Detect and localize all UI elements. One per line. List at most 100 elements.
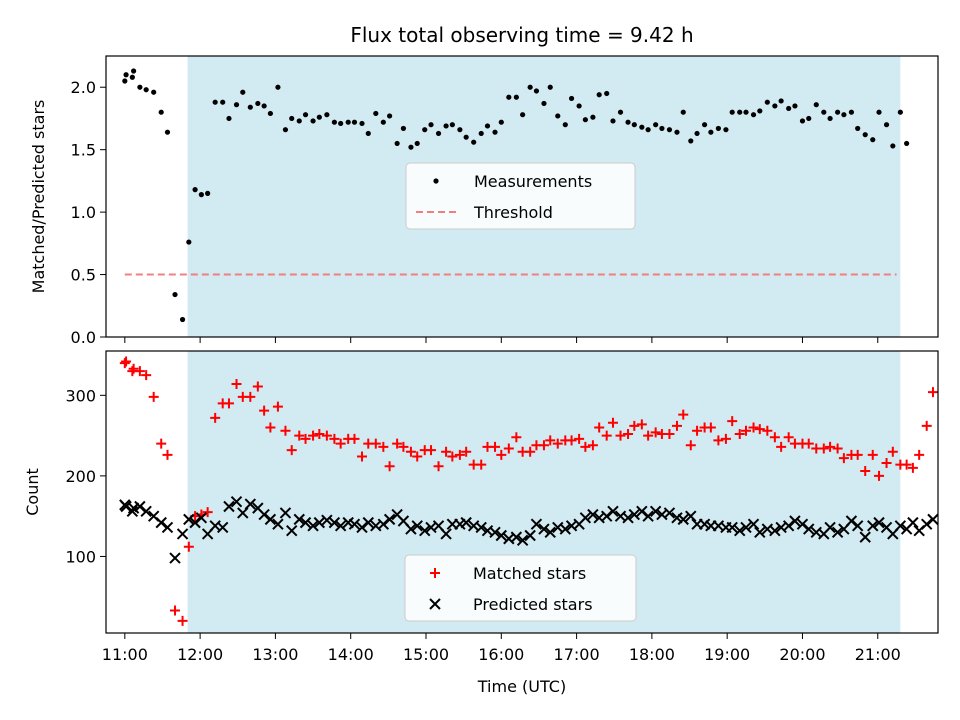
matched-stars-point — [783, 432, 794, 443]
matched-stars-point — [607, 417, 618, 428]
measurements-point — [806, 115, 812, 122]
predicted-stars-point — [636, 505, 648, 518]
measurements-point — [513, 94, 519, 100]
measurements-point — [463, 134, 469, 140]
matched-stars-point — [329, 433, 340, 444]
predicted-stars-point — [411, 520, 423, 532]
predicted-stars-point — [460, 516, 472, 529]
matched-stars-point — [210, 412, 221, 423]
measurements-point — [855, 125, 861, 132]
measurements-point — [471, 139, 477, 145]
matched-stars-point — [476, 459, 487, 470]
matched-stars-point — [223, 398, 234, 409]
predicted-stars-point — [169, 552, 181, 564]
predicted-stars-point — [155, 516, 167, 529]
legend-box — [404, 554, 637, 622]
measurements-point — [164, 129, 171, 135]
matched-stars-point — [803, 438, 814, 449]
bottom-y-axis-label: Count — [23, 468, 42, 516]
matched-stars-point — [685, 440, 696, 451]
matched-stars-point — [914, 449, 925, 460]
matched-stars-point — [881, 457, 892, 468]
matched-stars-point — [566, 435, 577, 446]
measurements-point — [129, 74, 135, 80]
matched-stars-point — [615, 430, 626, 441]
measurements-point — [457, 127, 463, 133]
predicted-stars-point — [286, 524, 298, 537]
measurements-point — [708, 129, 714, 135]
measurements-point — [282, 127, 289, 133]
y-tick-label: 1.5 — [71, 141, 96, 160]
predicted-stars-point — [244, 498, 257, 510]
measurements-point — [275, 84, 281, 90]
predicted-stars-point — [782, 520, 795, 532]
predicted-stars-point — [140, 505, 152, 518]
legend-box — [405, 162, 636, 230]
predicted-stars-point — [307, 520, 319, 532]
predicted-stars-point — [649, 505, 662, 518]
measurements-point — [653, 122, 659, 128]
measurements-point — [904, 140, 910, 147]
measurements-point — [520, 112, 526, 118]
measurements-point — [414, 140, 420, 147]
measurements-point — [799, 118, 806, 124]
measurements-point — [478, 130, 484, 137]
measurements-point — [750, 112, 757, 118]
matched-stars-point — [141, 370, 152, 381]
predicted-stars-point — [216, 521, 229, 534]
measurements-point — [233, 102, 240, 108]
measurements-point — [743, 109, 749, 115]
predicted-stars-point — [524, 529, 536, 542]
measurements-point — [387, 113, 393, 119]
matched-stars-point — [818, 443, 829, 454]
x-tick-label: 15:00 — [403, 645, 449, 664]
matched-stars-point — [907, 462, 918, 473]
matched-stars-point — [128, 363, 139, 374]
matched-stars-point — [426, 445, 437, 456]
matched-stars-point — [370, 438, 381, 449]
matched-stars-point — [664, 428, 675, 439]
legend-marker — [430, 568, 440, 578]
matched-stars-point — [294, 430, 305, 441]
measurements-point — [547, 84, 553, 90]
measurements-point — [870, 137, 876, 143]
measurements-point — [158, 109, 164, 115]
measurements-point — [617, 109, 624, 115]
x-tick-label: 16:00 — [478, 645, 524, 664]
measurements-point — [645, 127, 651, 133]
measurements-point — [240, 89, 246, 95]
predicted-stars-point — [489, 526, 501, 538]
measurements-point — [267, 110, 273, 117]
legend-marker — [429, 598, 441, 610]
measurements-point — [186, 239, 192, 245]
matched-stars-point — [461, 446, 472, 457]
predicted-stars-point — [642, 510, 654, 522]
measurements-point — [862, 132, 868, 138]
predicted-stars-point — [754, 526, 766, 538]
top-legend: Measurements Threshold — [405, 162, 636, 230]
predicted-stars-point — [747, 518, 760, 530]
predicted-stars-point — [873, 516, 885, 529]
matched-stars-point — [538, 440, 549, 451]
matched-stars-point — [580, 441, 591, 452]
measurements-point — [255, 100, 261, 107]
top-y-axis-label: Matched/Predicted stars — [29, 100, 48, 294]
predicted-stars-point — [475, 521, 487, 534]
predicted-stars-point — [920, 518, 933, 530]
measurements-point — [701, 122, 708, 128]
measurements-point — [380, 119, 386, 125]
measurements-point — [827, 115, 833, 122]
legend-label: Predicted stars — [473, 595, 593, 614]
bottom-y-axis: 100 200 300 — [65, 386, 106, 566]
predicted-stars-point — [831, 526, 844, 538]
predicted-stars-point — [161, 521, 174, 534]
measurements-point — [694, 130, 700, 137]
bottom-legend: Matched stars Predicted stars — [404, 554, 637, 622]
y-tick-label: 100 — [65, 547, 96, 566]
predicted-stars-point — [516, 534, 529, 547]
matched-stars-point — [601, 430, 612, 441]
x-tick-label: 17:00 — [554, 645, 600, 664]
predicted-stars-point — [859, 531, 871, 543]
measurements-point — [897, 109, 903, 115]
